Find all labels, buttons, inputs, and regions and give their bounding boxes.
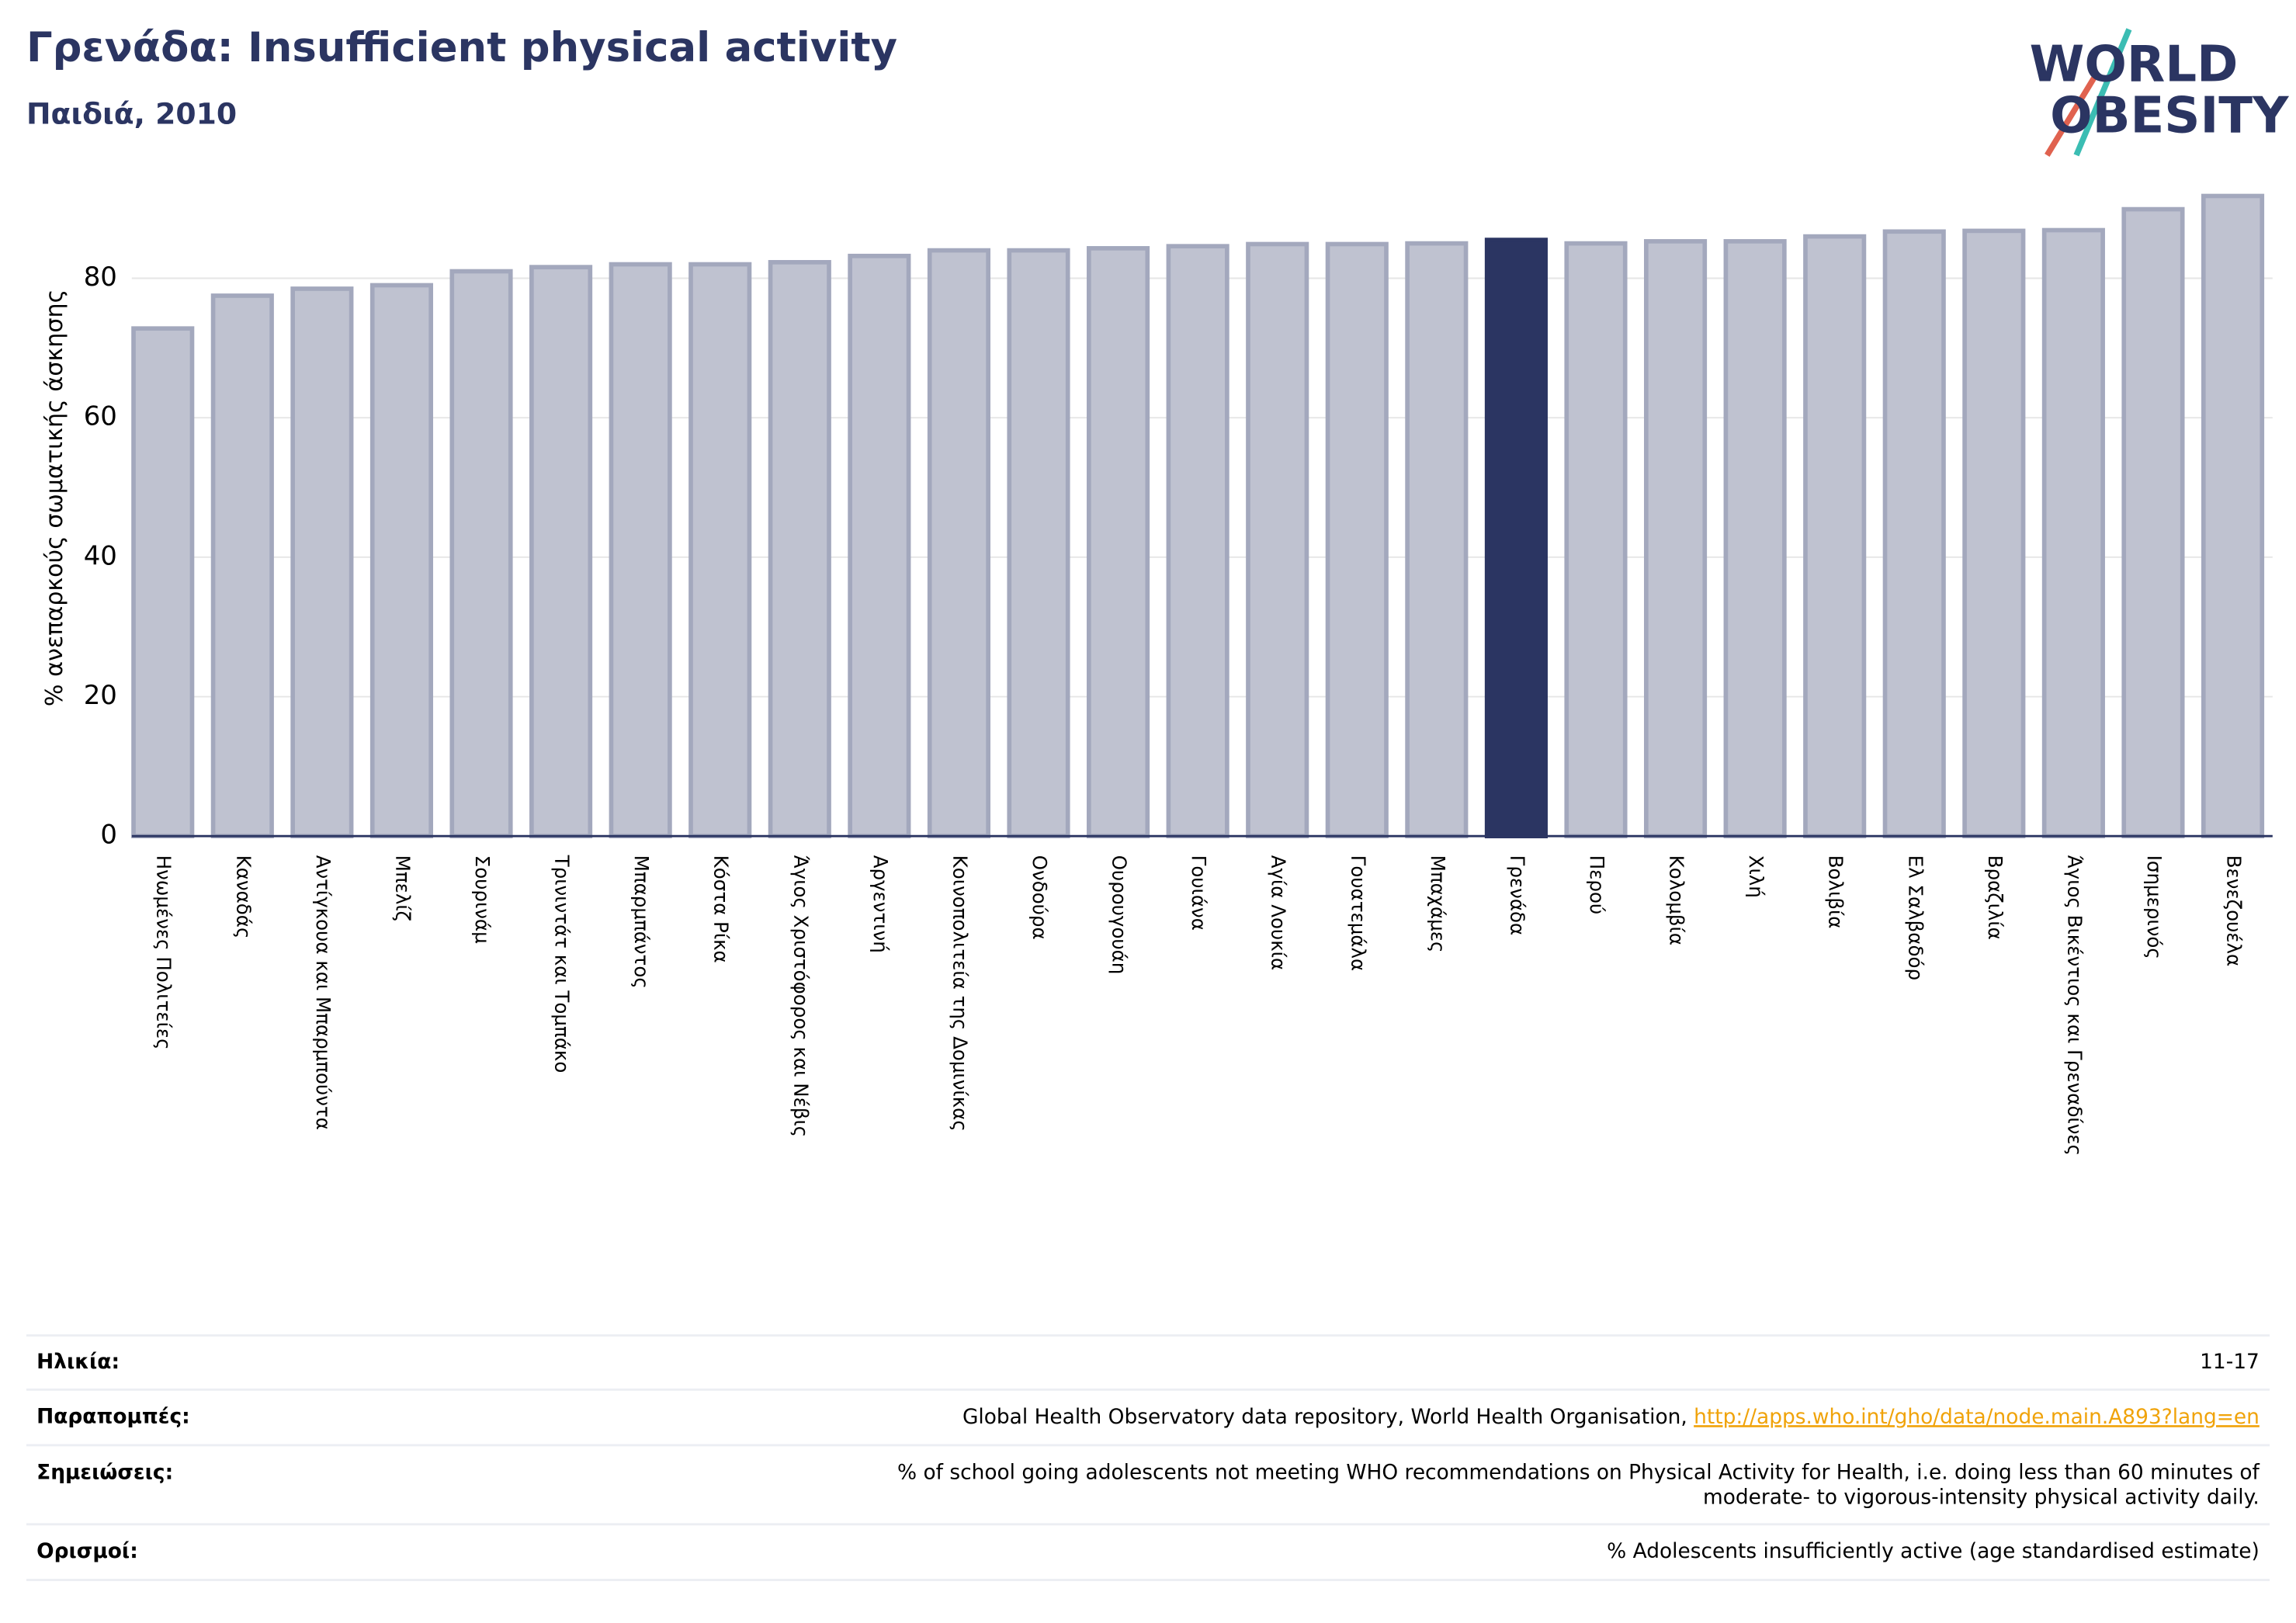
row-label: Ορισμοί: <box>36 1539 138 1563</box>
row-value: % Adolescents insufficiently active (age… <box>1607 1539 2260 1563</box>
y-tick-label: 80 <box>84 262 117 293</box>
bar <box>1007 248 1070 839</box>
row-value: 11-17 <box>2200 1350 2260 1374</box>
x-tick-label: Ονδούρα <box>1028 855 1051 940</box>
y-tick-label: 20 <box>84 680 117 711</box>
bar <box>369 283 434 839</box>
x-tick-label: Περού <box>1586 855 1608 914</box>
x-tick-label: Αντίγκουα και Μπαρμπούντα <box>312 855 335 1130</box>
row-label: Σημειώσεις: <box>36 1460 173 1484</box>
x-tick-label: Βραζιλία <box>1984 855 2006 940</box>
x-tick-label: Χιλή <box>1745 855 1767 898</box>
bar <box>290 286 354 839</box>
x-tick-label: Βολιβία <box>1825 855 1847 929</box>
chart-subtitle: Παιδιά, 2010 <box>26 97 237 131</box>
x-tick-label: Ουρουγουάη <box>1108 855 1131 975</box>
x-tick-label: Ελ Σαλβαδόρ <box>1904 855 1927 980</box>
bar <box>1882 229 1946 839</box>
row-label: Ηλικία: <box>36 1350 120 1374</box>
x-tick-label: Άγιος Χριστόφορος και Νέβις <box>789 855 812 1137</box>
bar <box>449 269 513 839</box>
y-axis-label: % ανεπαρκούς σωματικής άσκησης <box>41 290 68 706</box>
bar <box>688 262 752 839</box>
logo-text: OBESITY <box>2050 86 2290 144</box>
bar <box>1643 239 1708 839</box>
bar <box>1087 246 1150 839</box>
row-value: Global Health Observatory data repositor… <box>962 1405 2260 1429</box>
x-tick-label: Μπελίζ <box>391 855 414 921</box>
reference-link: http://apps.who.int/gho/data/node.main.A… <box>1694 1405 2260 1429</box>
bar <box>2201 193 2265 839</box>
bar <box>1484 238 1548 839</box>
x-tick-label: Άγιος Βικέντιος και Γρεναδίνες <box>2063 855 2086 1156</box>
x-tick-label: Αργεντινή <box>869 855 892 953</box>
bar <box>1803 234 1867 839</box>
bar <box>1962 228 2026 839</box>
row-value: moderate- to vigorous-intensity physical… <box>1703 1485 2260 1509</box>
bar <box>1246 241 1309 839</box>
x-tick-label: Μπαχάμες <box>1427 855 1449 953</box>
x-tick-label: Κόστα Ρίκα <box>710 855 733 963</box>
bar <box>529 265 593 839</box>
x-tick-label: Καναδάς <box>232 855 255 939</box>
row-value: % of school going adolescents not meetin… <box>897 1460 2260 1484</box>
x-tick-label: Γουατεμάλα <box>1347 855 1369 971</box>
bar <box>2121 206 2185 839</box>
bar <box>768 260 831 839</box>
bar <box>609 262 672 839</box>
bar <box>1405 241 1469 839</box>
x-tick-label: Γρενάδα <box>1506 855 1528 935</box>
x-tick-label: Γουιάνα <box>1188 855 1210 931</box>
chart-title: Γρενάδα: Insufficient physical activity <box>26 24 897 71</box>
row-label: Παραπομπές: <box>36 1405 190 1429</box>
bar <box>848 253 911 839</box>
bar <box>210 293 274 839</box>
row-value-text: Global Health Observatory data repositor… <box>962 1405 1694 1429</box>
x-tick-label: Κολομβία <box>1666 855 1688 945</box>
logo-slash-top <box>2073 28 2132 157</box>
bar <box>1325 241 1389 839</box>
y-tick-label: 0 <box>100 820 117 851</box>
bar <box>1166 244 1230 839</box>
y-tick-label: 60 <box>84 401 117 432</box>
bar <box>131 326 195 839</box>
x-tick-label: Ισημερινός <box>2143 855 2166 959</box>
bar <box>1723 239 1787 839</box>
x-tick-label: Βενεζουέλα <box>2223 855 2246 966</box>
x-tick-label: Τρινιντάτ και Τομπάκο <box>551 855 574 1073</box>
logo-text: WORLD <box>2030 35 2239 93</box>
x-tick-label: Αγία Λουκία <box>1268 855 1290 970</box>
logo-slash-bottom <box>2045 71 2100 157</box>
x-tick-label: Κοινοπολιτεία της Δομινίκας <box>949 855 971 1132</box>
bar <box>927 248 990 839</box>
y-tick-label: 40 <box>84 540 117 571</box>
bar <box>2041 227 2105 839</box>
x-tick-label: Μπαρμπάντος <box>630 855 653 989</box>
x-tick-label: Ηνωμένες Πολιτείες <box>153 855 175 1050</box>
x-tick-label: Σουρινάμ <box>471 855 494 944</box>
bar <box>1564 241 1628 839</box>
